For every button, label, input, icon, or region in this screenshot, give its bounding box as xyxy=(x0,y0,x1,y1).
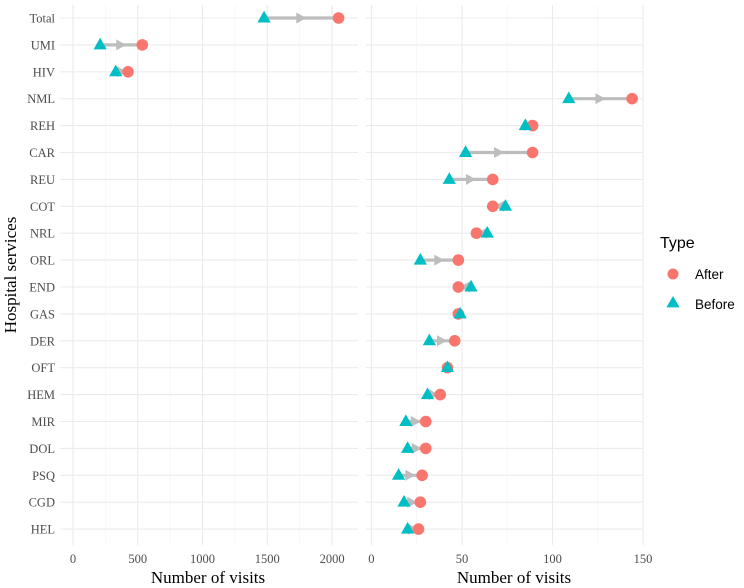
before-point-car xyxy=(458,145,473,157)
before-point-cot xyxy=(498,199,513,211)
x-tick-label: 50 xyxy=(456,552,469,566)
arrowhead-dol xyxy=(411,442,422,454)
arrowhead-total xyxy=(296,12,307,24)
y-tick-label-nml: NML xyxy=(27,92,55,106)
arrowhead-mir xyxy=(410,416,421,427)
before-point-reu xyxy=(442,172,456,184)
y-tick-label-der: DER xyxy=(30,334,56,348)
arrowhead-reu xyxy=(466,173,477,185)
before-point-oft xyxy=(440,360,455,373)
before-point-hem xyxy=(420,387,435,400)
y-tick-label-oft: OFT xyxy=(31,361,55,375)
before-point-cgd xyxy=(397,495,411,507)
legend-before-marker xyxy=(666,296,680,308)
panel-2: 0 50 100 150 xyxy=(366,5,652,566)
y-tick-label-end: END xyxy=(29,281,55,295)
before-point-dol xyxy=(401,441,415,453)
y-axis-title: Hospital services xyxy=(1,217,20,334)
before-point-gas xyxy=(453,306,467,319)
after-point-der xyxy=(448,335,461,347)
after-point-nrl xyxy=(470,227,483,239)
after-point-cgd xyxy=(414,496,427,509)
x-tick-label: 1500 xyxy=(255,552,280,566)
y-tick-label-nrl: NRL xyxy=(30,227,55,241)
x-tick-label: 2000 xyxy=(320,552,345,566)
legend-after-marker xyxy=(667,268,679,280)
x-tick-label: 0 xyxy=(368,552,374,566)
y-tick-label-hem: HEM xyxy=(27,388,55,402)
before-point-orl xyxy=(413,252,427,265)
before-point-total xyxy=(257,10,271,23)
after-point-end xyxy=(452,281,465,293)
after-point-psq xyxy=(416,469,428,482)
x-axis-title-right: Number of visits xyxy=(457,568,571,587)
after-point-dol xyxy=(419,442,432,455)
y-tick-label-psq: PSQ xyxy=(32,469,55,483)
arrowhead-nml xyxy=(595,93,606,105)
after-point-cot xyxy=(486,200,499,213)
before-point-reh xyxy=(518,118,532,131)
after-point-hem xyxy=(434,388,447,401)
after-point-hel xyxy=(412,523,425,535)
y-tick-label-dol: DOL xyxy=(29,442,55,456)
legend-title: Type xyxy=(660,235,695,252)
after-point-car xyxy=(526,146,539,159)
before-point-nrl xyxy=(480,226,494,238)
before-point-umi xyxy=(93,37,107,50)
x-tick-label: 100 xyxy=(543,552,562,566)
after-point-total xyxy=(332,12,345,24)
before-point-psq xyxy=(391,468,406,480)
y-tick-label-hiv: HIV xyxy=(33,65,55,79)
x-axis-title-left: Number of visits xyxy=(151,568,265,587)
panel-1: 0 500 1000 1500 2000 xyxy=(60,5,358,566)
y-tick-label-gas: GAS xyxy=(30,307,55,321)
after-point-orl xyxy=(452,254,465,266)
y-tick-label-cot: COT xyxy=(30,200,55,214)
arrowhead-psq xyxy=(405,469,416,481)
after-point-nml xyxy=(626,92,638,105)
before-point-hiv xyxy=(109,64,123,77)
legend-label-after: After xyxy=(695,267,724,282)
before-point-end xyxy=(464,279,478,292)
x-tick-label: 500 xyxy=(128,552,147,566)
y-tick-label-mir: MIR xyxy=(31,415,55,429)
y-tick-label-car: CAR xyxy=(29,146,55,160)
y-tick-label-reh: REH xyxy=(30,119,55,133)
before-point-mir xyxy=(399,414,413,426)
legend: Type After Before xyxy=(660,235,735,312)
arrowhead-car xyxy=(494,147,505,158)
legend-label-before: Before xyxy=(695,297,735,312)
y-tick-label-total: Total xyxy=(29,12,55,26)
after-point-umi xyxy=(136,39,149,51)
after-point-hiv xyxy=(122,66,134,78)
y-tick-labels: Total UMI HIV NML REH CAR REU COT NRL ORL END GAS DE… xyxy=(27,12,55,537)
y-tick-label-umi: UMI xyxy=(31,38,55,52)
after-point-reu xyxy=(486,173,499,186)
before-point-der xyxy=(422,333,436,346)
x-tick-label: 150 xyxy=(634,552,653,566)
y-tick-label-reu: REU xyxy=(30,173,55,187)
arrowhead-umi xyxy=(116,39,127,51)
after-point-mir xyxy=(419,415,432,428)
before-point-hel xyxy=(401,521,415,534)
arrowhead-orl xyxy=(434,254,445,266)
y-tick-label-cgd: CGD xyxy=(29,496,55,510)
x-tick-label: 1000 xyxy=(190,552,215,566)
y-tick-label-hel: HEL xyxy=(31,523,55,537)
before-point-nml xyxy=(562,91,576,104)
x-tick-label: 0 xyxy=(70,552,76,566)
y-tick-label-orl: ORL xyxy=(30,254,55,268)
arrowhead-der xyxy=(437,335,448,347)
